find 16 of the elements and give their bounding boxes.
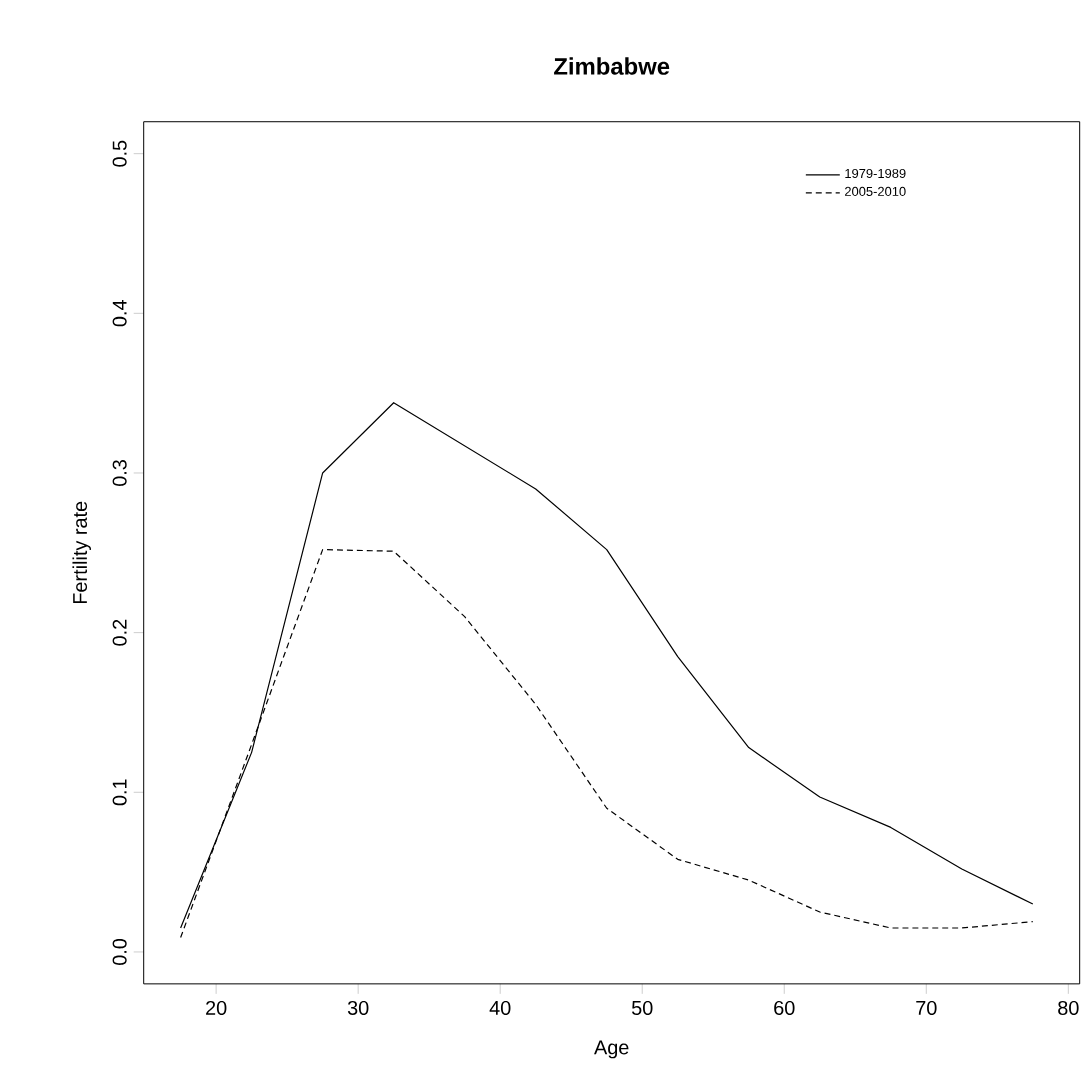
- y-tick-label: 0.1: [112, 779, 127, 806]
- x-tick-label: 60: [774, 1001, 795, 1016]
- x-tick-label: 50: [631, 1001, 653, 1016]
- y-tick-label: 0.3: [112, 460, 127, 487]
- y-tick-label: 0.4: [112, 300, 127, 327]
- x-tick-label: 80: [1058, 1001, 1079, 1016]
- y-tick-label: 0.5: [112, 140, 127, 167]
- x-tick-label: 70: [916, 1001, 937, 1016]
- x-tick-label: 20: [206, 1001, 227, 1016]
- x-tick-label: 40: [489, 1001, 511, 1016]
- x-axis-title: Age: [594, 1040, 629, 1059]
- y-tick-label: 0.0: [112, 939, 127, 966]
- chart-title: Zimbabwe: [554, 57, 670, 75]
- x-tick-label: 30: [347, 1001, 369, 1016]
- y-tick-label: 0.2: [112, 619, 127, 646]
- y-axis-title: Fertility rate: [72, 501, 91, 604]
